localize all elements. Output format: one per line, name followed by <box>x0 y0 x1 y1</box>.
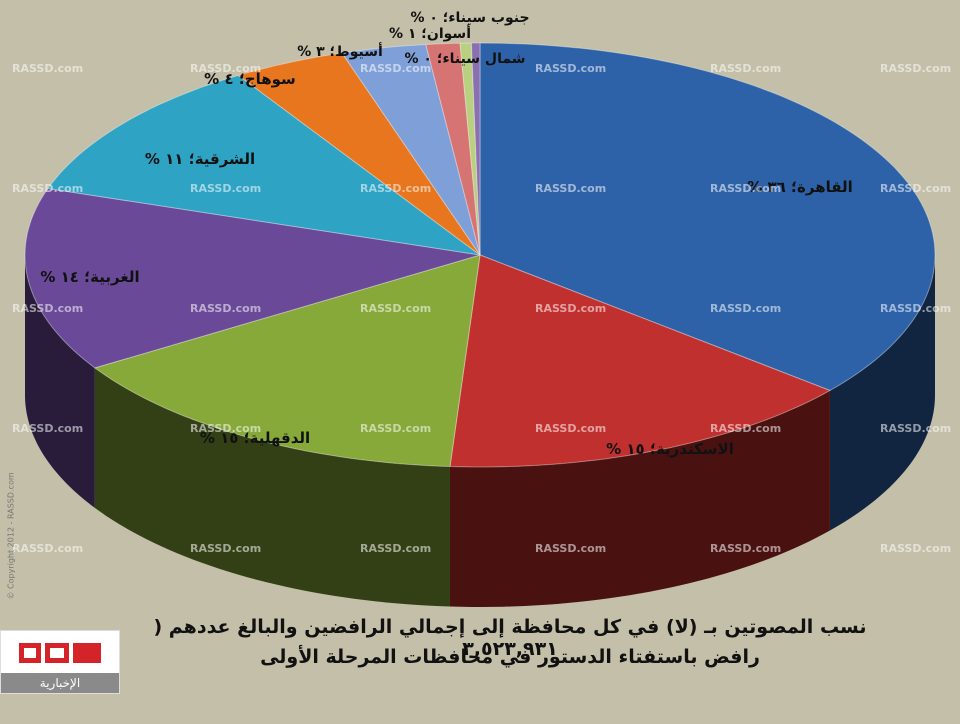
slice-label: أسيوط؛ ٣ % <box>297 42 383 60</box>
slice-label: الغربية؛ ١٤ % <box>40 268 139 286</box>
pie-slice-side <box>449 390 830 607</box>
slice-labels: القاهرة؛ ٣٦ % الاسكندرية؛ ١٥ % الدقهلية؛ ١… <box>40 10 852 458</box>
pie-slice-side <box>829 255 935 531</box>
slice-label: أسوان؛ ١ % <box>389 24 471 42</box>
watermark-text: RASSD.com <box>190 302 262 315</box>
watermark-text: RASSD.com <box>535 182 607 195</box>
pie-slice <box>341 43 481 256</box>
pie-side-walls <box>25 255 935 607</box>
watermark-text: RASSD.com <box>360 62 432 75</box>
pie-slice <box>479 42 936 392</box>
watermark-text: RASSD.com <box>710 62 782 75</box>
slice-label: سوهاج؛ ٤ % <box>204 70 296 88</box>
watermark-text: RASSD.com <box>535 302 607 315</box>
watermark-text: RASSD.com <box>12 422 84 435</box>
slice-label: القاهرة؛ ٣٦ % <box>747 178 853 196</box>
watermark-text: RASSD.com <box>12 302 84 315</box>
slice-label: جنوب سيناء؛ ٠ % <box>410 10 529 26</box>
watermark-text: RASSD.com <box>190 542 262 555</box>
watermark-text: RASSD.com <box>710 182 782 195</box>
rassd-logo-mark <box>19 643 101 663</box>
chart-title-line-1: نسب المصوتين بـ (لا) في كل محافظة إلى إج… <box>153 616 867 660</box>
pie-slice <box>459 42 481 256</box>
watermark-text: RASSD.com <box>190 62 262 75</box>
pie-slice <box>93 254 481 468</box>
watermark-text: RASSD.com <box>535 542 607 555</box>
copyright-text: © Copyright 2012 - RASSD.com <box>6 472 16 600</box>
pie-slice <box>470 42 481 256</box>
pie-slice <box>449 254 832 468</box>
watermark-text: RASSD.com <box>360 542 432 555</box>
watermark-text: RASSD.com <box>360 182 432 195</box>
slice-label: شمال سيناء؛ ٠ % <box>405 51 526 67</box>
chart-title-line-2: رافض باستفتاء الدستور في محافظات المرحلة… <box>260 646 760 668</box>
watermark-text: RASSD.com <box>12 62 84 75</box>
watermark-text: RASSD.com <box>12 542 84 555</box>
watermark-text: RASSD.com <box>190 422 262 435</box>
watermark-text: RASSD.com <box>535 422 607 435</box>
logo-subtitle: الإخبارية <box>1 673 119 693</box>
watermark-text: RASSD.com <box>710 302 782 315</box>
watermark-text: RASSD.com <box>880 62 952 75</box>
watermark-text: RASSD.com <box>12 182 84 195</box>
pie-slices <box>24 42 936 468</box>
pie-slice <box>47 74 481 256</box>
pie-slice <box>24 187 481 369</box>
slice-label: الاسكندرية؛ ١٥ % <box>606 440 734 458</box>
watermark-text: RASSD.com <box>880 182 952 195</box>
watermark-text: RASSD.com <box>190 182 262 195</box>
rassd-logo: الإخبارية <box>0 630 120 694</box>
watermark-text: RASSD.com <box>360 302 432 315</box>
watermark-text: RASSD.com <box>880 422 952 435</box>
watermark-text: RASSD.com <box>535 62 607 75</box>
watermark-text: RASSD.com <box>880 542 952 555</box>
pie-slice-side <box>94 367 450 607</box>
pie-slice <box>237 52 481 256</box>
watermark-text: RASSD.com <box>710 542 782 555</box>
watermark-text: RASSD.com <box>360 422 432 435</box>
watermark-text: RASSD.com <box>880 302 952 315</box>
slice-label: الشرقية؛ ١١ % <box>145 150 255 168</box>
pie-slice-side <box>25 255 95 508</box>
slice-label: الدقهلية؛ ١٥ % <box>200 429 310 447</box>
pie-slice <box>425 42 481 256</box>
watermark-text: RASSD.com <box>710 422 782 435</box>
